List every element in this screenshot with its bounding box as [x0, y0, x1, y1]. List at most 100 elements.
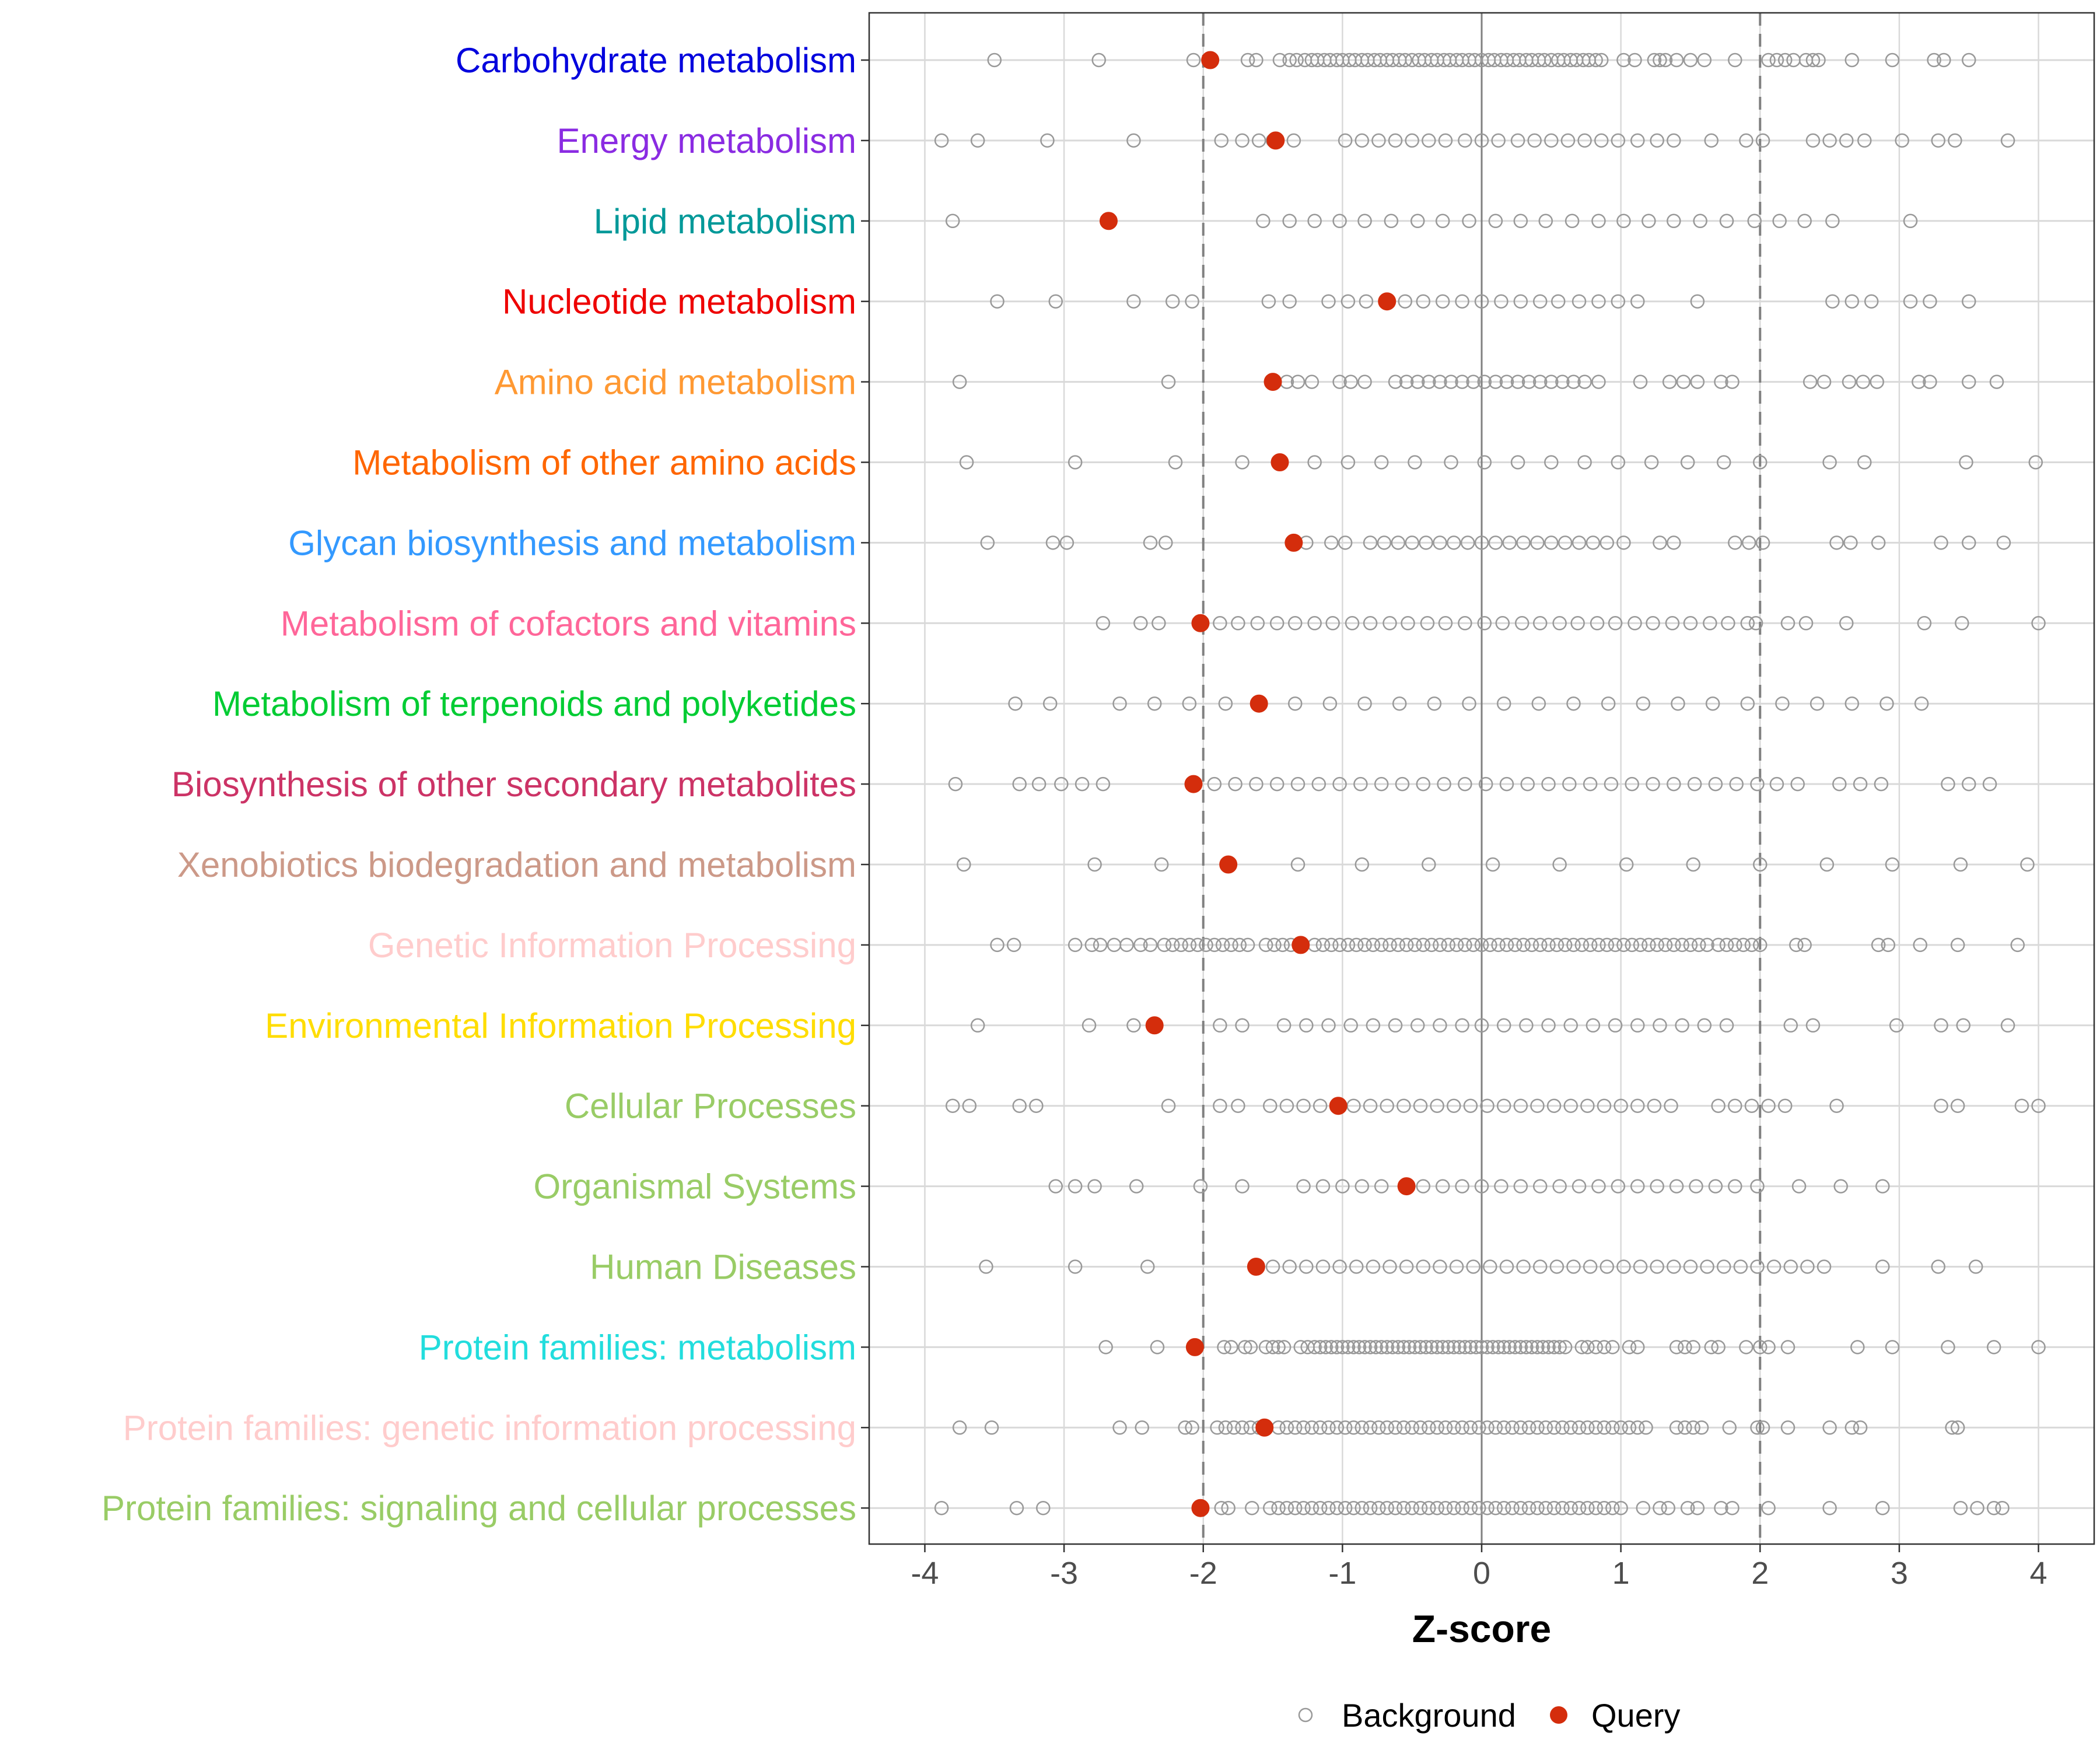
background-point	[1279, 1500, 1294, 1516]
background-point	[1530, 1098, 1545, 1113]
background-point	[1700, 1259, 1714, 1274]
background-point	[1574, 1340, 1590, 1354]
background-point	[1740, 696, 1755, 711]
category-label: Metabolism of cofactors and vitamins	[281, 604, 856, 643]
background-point	[1941, 776, 1955, 792]
background-point	[1318, 1340, 1333, 1354]
background-point	[1321, 1420, 1336, 1435]
background-point	[1165, 294, 1180, 309]
background-point	[990, 937, 1005, 953]
background-point	[1875, 1500, 1890, 1516]
background-point	[1532, 1259, 1548, 1274]
background-point	[1772, 214, 1787, 229]
background-point	[1667, 1259, 1681, 1274]
background-point	[1769, 776, 1784, 792]
background-point	[1628, 616, 1642, 631]
background-point	[1282, 214, 1297, 229]
background-point	[1343, 374, 1358, 389]
background-point	[1747, 214, 1762, 229]
background-point	[1986, 1340, 2001, 1354]
background-point	[1955, 616, 1969, 631]
background-point	[1267, 937, 1282, 953]
background-point	[1739, 133, 1754, 148]
background-point	[1279, 1420, 1294, 1435]
background-point	[1455, 1500, 1469, 1516]
legend-query-label: Query	[1591, 1697, 1681, 1734]
background-point	[1190, 937, 1205, 953]
background-point	[1541, 937, 1556, 953]
background-point	[1829, 1098, 1844, 1113]
background-point	[1642, 937, 1656, 953]
background-point	[2028, 455, 2043, 470]
background-point	[1250, 616, 1265, 631]
background-point	[1299, 1259, 1314, 1274]
background-point	[1594, 133, 1609, 148]
background-point	[1447, 1098, 1461, 1113]
background-point	[1441, 937, 1455, 953]
background-point	[1036, 1500, 1051, 1516]
background-point	[1705, 696, 1720, 711]
background-point	[1430, 1500, 1444, 1516]
background-point	[1091, 52, 1106, 68]
background-point	[1502, 1340, 1517, 1354]
background-point	[1736, 937, 1751, 953]
background-point	[1694, 1420, 1709, 1435]
background-point	[1625, 937, 1639, 953]
x-tick-label: 3	[1891, 1556, 1908, 1591]
background-point	[1325, 616, 1340, 631]
background-point	[1857, 455, 1872, 470]
background-point	[1630, 1179, 1645, 1194]
query-point	[1378, 292, 1396, 311]
background-point	[1441, 1340, 1455, 1354]
background-point	[1728, 536, 1742, 550]
category-label: Protein families: genetic information pr…	[123, 1408, 856, 1447]
background-point	[1480, 1420, 1494, 1435]
background-point	[1630, 1420, 1645, 1435]
background-point	[1460, 536, 1475, 550]
background-point	[1477, 616, 1492, 631]
background-point	[1261, 294, 1276, 309]
background-point	[1363, 1098, 1378, 1113]
background-point	[1199, 937, 1213, 953]
background-point	[1549, 1259, 1564, 1274]
background-point	[1290, 374, 1306, 389]
background-point	[2031, 1098, 2046, 1113]
background-point	[1059, 536, 1074, 550]
background-point	[1384, 214, 1399, 229]
background-point	[1825, 214, 1840, 229]
background-point	[1690, 1500, 1705, 1516]
background-point	[1683, 52, 1698, 68]
category-label: Human Diseases	[590, 1248, 856, 1287]
background-point	[1296, 1179, 1311, 1194]
x-tick-label: 2	[1751, 1556, 1769, 1591]
background-point	[1566, 1259, 1581, 1274]
background-point	[1357, 937, 1372, 953]
background-point	[1275, 937, 1290, 953]
background-point	[1633, 937, 1648, 953]
background-point	[1839, 616, 1854, 631]
background-point	[1496, 1018, 1511, 1033]
background-point	[1546, 1420, 1562, 1435]
background-point	[1338, 536, 1353, 550]
background-point	[1168, 455, 1183, 470]
background-point	[1006, 937, 1021, 953]
background-point	[1669, 1340, 1684, 1354]
background-point	[1174, 937, 1188, 953]
background-point	[1082, 1018, 1097, 1033]
background-point	[1719, 1018, 1734, 1033]
background-point	[1614, 1420, 1628, 1435]
background-point	[1541, 1018, 1556, 1033]
background-point	[1466, 937, 1480, 953]
background-point	[1600, 1259, 1615, 1274]
background-point	[1646, 776, 1660, 792]
background-point	[1382, 937, 1397, 953]
background-point	[1750, 776, 1765, 792]
background-point	[952, 1420, 967, 1435]
background-point	[1430, 1420, 1444, 1435]
background-point	[1282, 52, 1297, 68]
background-point	[1354, 857, 1370, 872]
background-point	[1496, 1340, 1511, 1354]
background-point	[1419, 536, 1433, 550]
background-point	[1753, 857, 1768, 872]
background-point	[1282, 1259, 1297, 1274]
